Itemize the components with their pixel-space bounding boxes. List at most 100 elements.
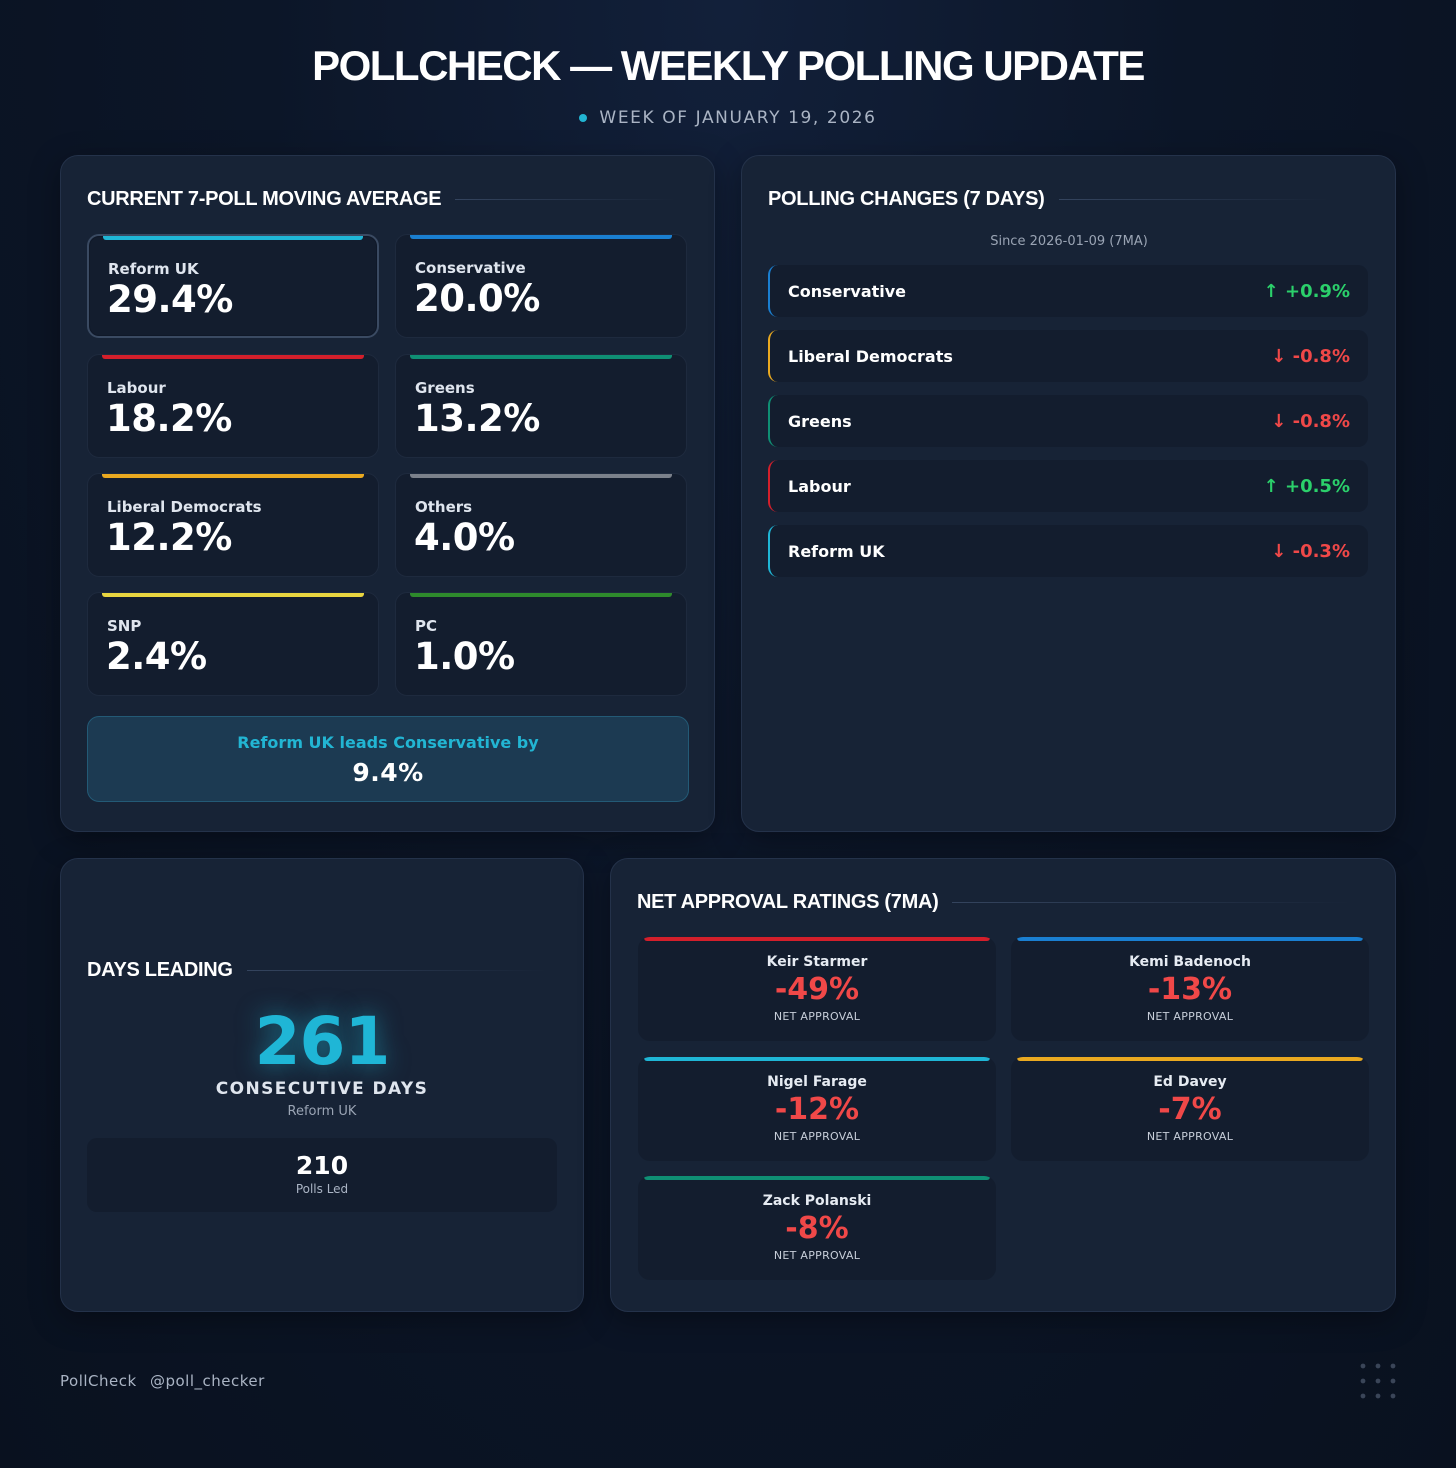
- party-color-bar: [410, 355, 672, 359]
- approval-value: -8%: [785, 1211, 849, 1246]
- leader-name: Keir Starmer: [766, 954, 868, 970]
- change-row-conservative: Conservative ↑ +0.9%: [768, 265, 1368, 317]
- change-party: Greens: [788, 412, 852, 431]
- party-card-labour: Labour 18.2%: [87, 354, 379, 458]
- approval-value: -49%: [774, 972, 860, 1007]
- party-color-bar: [102, 593, 364, 597]
- party-color-bar: [410, 474, 672, 478]
- party-name: Others: [415, 498, 473, 516]
- page-subtitle: WEEK OF JANUARY 19, 2026: [0, 108, 1456, 128]
- title-rule: [246, 970, 547, 971]
- change-delta-value: -0.3%: [1292, 541, 1350, 562]
- footer: PollCheck @poll_checker: [60, 1372, 273, 1390]
- party-card-others: Others 4.0%: [395, 473, 687, 577]
- approval-card-kemi-badenoch: Kemi Badenoch -13% NET APPROVAL: [1011, 937, 1369, 1041]
- arrow-up-icon: ↑: [1263, 476, 1285, 497]
- polls-led-label: Polls Led: [295, 1182, 349, 1196]
- dots-grid-icon: [1360, 1363, 1396, 1399]
- party-name: Conservative: [415, 259, 526, 277]
- change-row-greens: Greens ↓ -0.8%: [768, 395, 1368, 447]
- days-label: CONSECUTIVE DAYS: [215, 1079, 429, 1099]
- party-color-bar: [410, 235, 672, 239]
- title-rule: [1058, 199, 1329, 200]
- approval-color-bar: [644, 937, 990, 941]
- polling-changes-title-text: POLLING CHANGES (7 DAYS): [768, 188, 1045, 210]
- change-delta: ↑ +0.5%: [1264, 476, 1350, 497]
- moving-average-panel: CURRENT 7-POLL MOVING AVERAGE Reform UK …: [60, 155, 715, 832]
- leader-name: Ed Davey: [1153, 1074, 1227, 1090]
- approval-label: NET APPROVAL: [773, 1249, 861, 1262]
- party-value: 1.0%: [414, 635, 515, 678]
- approval-label: NET APPROVAL: [773, 1130, 861, 1143]
- change-delta: ↑ +0.9%: [1264, 281, 1350, 302]
- change-delta-value: -0.8%: [1292, 346, 1350, 367]
- approval-card-ed-davey: Ed Davey -7% NET APPROVAL: [1011, 1057, 1369, 1161]
- days-leading-title-text: DAYS LEADING: [87, 959, 233, 981]
- lead-text: Reform UK leads Conservative by: [237, 733, 539, 752]
- change-party: Labour: [788, 477, 851, 496]
- approval-card-nigel-farage: Nigel Farage -12% NET APPROVAL: [638, 1057, 996, 1161]
- approval-value: -12%: [774, 1092, 860, 1127]
- approval-value: -7%: [1158, 1092, 1222, 1127]
- net-approval-title: NET APPROVAL RATINGS (7MA): [637, 891, 1353, 914]
- approval-color-bar: [644, 1176, 990, 1180]
- polls-led-count: 210: [295, 1151, 349, 1180]
- change-row-liberal-democrats: Liberal Democrats ↓ -0.8%: [768, 330, 1368, 382]
- polling-changes-panel: POLLING CHANGES (7 DAYS) Since 2026-01-0…: [741, 155, 1396, 832]
- leader-name: Nigel Farage: [767, 1074, 867, 1090]
- page-title: POLLCHECK — WEEKLY POLLING UPDATE: [312, 42, 1145, 89]
- approval-label: NET APPROVAL: [1146, 1130, 1234, 1143]
- arrow-up-icon: ↑: [1263, 281, 1285, 302]
- approval-color-bar: [1017, 1057, 1363, 1061]
- bullet-dot-icon: [579, 114, 588, 122]
- change-party: Conservative: [788, 282, 907, 301]
- arrow-down-icon: ↓: [1271, 541, 1293, 562]
- moving-average-title: CURRENT 7-POLL MOVING AVERAGE: [87, 188, 676, 211]
- party-value: 20.0%: [414, 277, 540, 320]
- net-approval-panel: NET APPROVAL RATINGS (7MA) Keir Starmer …: [610, 858, 1396, 1312]
- leader-name: Zack Polanski: [762, 1193, 872, 1209]
- leader-name: Kemi Badenoch: [1129, 954, 1251, 970]
- approval-color-bar: [644, 1057, 990, 1061]
- change-delta-value: +0.5%: [1284, 476, 1350, 497]
- party-value: 13.2%: [414, 397, 540, 440]
- page-header: POLLCHECK — WEEKLY POLLING UPDATE WEEK O…: [0, 42, 1456, 128]
- party-color-bar: [410, 593, 672, 597]
- arrow-down-icon: ↓: [1271, 346, 1293, 367]
- days-leading-title: DAYS LEADING: [87, 959, 547, 982]
- change-row-reform-uk: Reform UK ↓ -0.3%: [768, 525, 1368, 577]
- change-delta-value: -0.8%: [1292, 411, 1350, 432]
- party-value: 12.2%: [106, 516, 232, 559]
- party-color-bar: [103, 236, 363, 240]
- days-count: 261: [254, 1003, 391, 1080]
- change-delta: ↓ -0.3%: [1271, 541, 1350, 562]
- lead-value: 9.4%: [352, 758, 424, 787]
- footer-handle: @poll_checker: [149, 1372, 265, 1390]
- change-party: Reform UK: [788, 542, 885, 561]
- week-label: WEEK OF JANUARY 19, 2026: [599, 108, 877, 128]
- approval-card-zack-polanski: Zack Polanski -8% NET APPROVAL: [638, 1176, 996, 1280]
- approval-color-bar: [1017, 937, 1363, 941]
- lead-summary: Reform UK leads Conservative by 9.4%: [87, 716, 689, 802]
- party-value: 4.0%: [414, 516, 515, 559]
- party-card-snp: SNP 2.4%: [87, 592, 379, 696]
- polling-changes-title: POLLING CHANGES (7 DAYS): [768, 188, 1329, 211]
- approval-card-keir-starmer: Keir Starmer -49% NET APPROVAL: [638, 937, 996, 1041]
- party-card-reform-uk: Reform UK 29.4%: [87, 234, 379, 338]
- party-value: 29.4%: [107, 278, 233, 321]
- party-name: SNP: [107, 617, 142, 635]
- change-delta: ↓ -0.8%: [1271, 411, 1350, 432]
- footer-brand: PollCheck: [60, 1372, 137, 1390]
- party-color-bar: [102, 474, 364, 478]
- party-color-bar: [102, 355, 364, 359]
- approval-label: NET APPROVAL: [773, 1010, 861, 1023]
- change-row-labour: Labour ↑ +0.5%: [768, 460, 1368, 512]
- title-rule: [952, 902, 1353, 903]
- polls-led-box: 210 Polls Led: [87, 1138, 557, 1212]
- title-rule: [455, 199, 676, 200]
- party-name: Greens: [415, 379, 475, 397]
- party-value: 18.2%: [106, 397, 232, 440]
- leader-name: Reform UK: [287, 1104, 357, 1119]
- since-label: Since 2026-01-09 (7MA): [990, 234, 1148, 249]
- party-name: Reform UK: [108, 260, 199, 278]
